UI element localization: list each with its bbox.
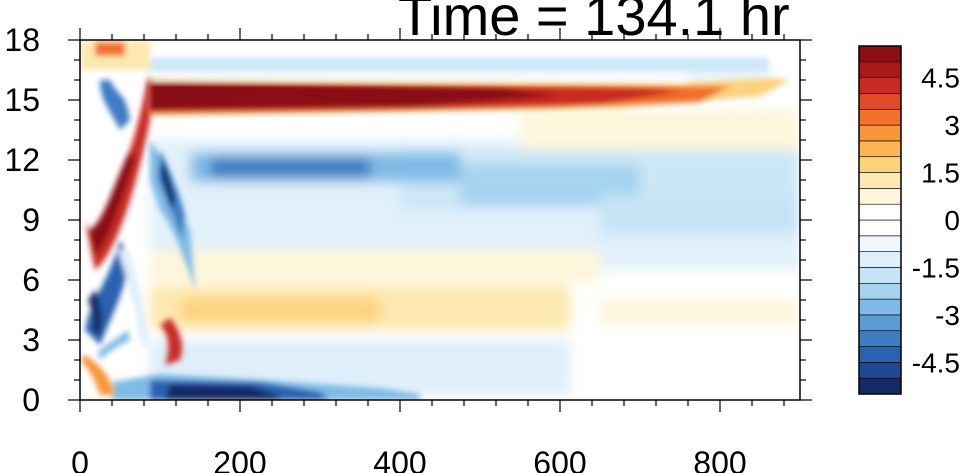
colorbar-swatch (858, 77, 902, 94)
colorbar-label: -4.5 (912, 347, 960, 378)
colorbar-swatch (858, 282, 902, 300)
y-tick-label: 9 (22, 202, 40, 238)
y-tick-label: 18 (4, 22, 40, 58)
colorbar-swatch (858, 61, 902, 78)
x-tick-label: 400 (373, 445, 426, 473)
x-tick-label: 800 (693, 445, 746, 473)
colorbar-swatch (858, 298, 902, 316)
colorbar-swatch (858, 235, 902, 252)
colorbar-swatch (858, 362, 902, 379)
colorbar (858, 45, 902, 395)
colorbar-swatch (858, 330, 902, 347)
x-tick-label: 0 (71, 445, 89, 473)
colorbar-label: -1.5 (912, 252, 960, 283)
colorbar-swatch (858, 172, 902, 189)
colorbar-swatch (858, 251, 902, 268)
colorbar-label: 0 (944, 205, 960, 236)
x-tick-labels: 0 200 400 600 800 (71, 445, 747, 473)
y-tick-label: 0 (22, 382, 40, 418)
colorbar-swatch (858, 45, 902, 63)
colorbar-label: 1.5 (921, 158, 960, 189)
colorbar-labels: 4.5 3 1.5 0 -1.5 -3 -4.5 (912, 63, 960, 379)
colorbar-swatch (858, 203, 902, 221)
colorbar-swatch (858, 219, 902, 237)
colorbar-swatch (858, 188, 902, 205)
colorbar-label: 4.5 (921, 63, 960, 94)
colorbar-swatch (858, 108, 902, 126)
y-tick-label: 6 (22, 262, 40, 298)
colorbar-swatch (858, 124, 902, 142)
y-tick-label: 3 (22, 322, 40, 358)
colorbar-swatch (858, 377, 902, 395)
y-tick-labels: 0 3 6 9 12 15 18 (4, 22, 40, 418)
colorbar-swatch (858, 314, 902, 332)
heatmap-field (80, 40, 800, 400)
colorbar-label: 3 (944, 110, 960, 141)
y-tick-label: 12 (4, 142, 40, 178)
colorbar-swatch (858, 140, 902, 158)
chart-title: Time = 134.1 hr (398, 0, 790, 47)
y-tick-label: 15 (4, 82, 40, 118)
colorbar-swatch (858, 93, 902, 110)
x-tick-label: 600 (533, 445, 586, 473)
colorbar-swatch (858, 267, 902, 284)
colorbar-swatch (858, 346, 902, 363)
colorbar-frame (858, 45, 902, 395)
x-tick-label: 200 (213, 445, 266, 473)
colorbar-label: -3 (935, 300, 960, 331)
axis-ticks (68, 28, 812, 412)
colorbar-swatch (858, 156, 902, 173)
